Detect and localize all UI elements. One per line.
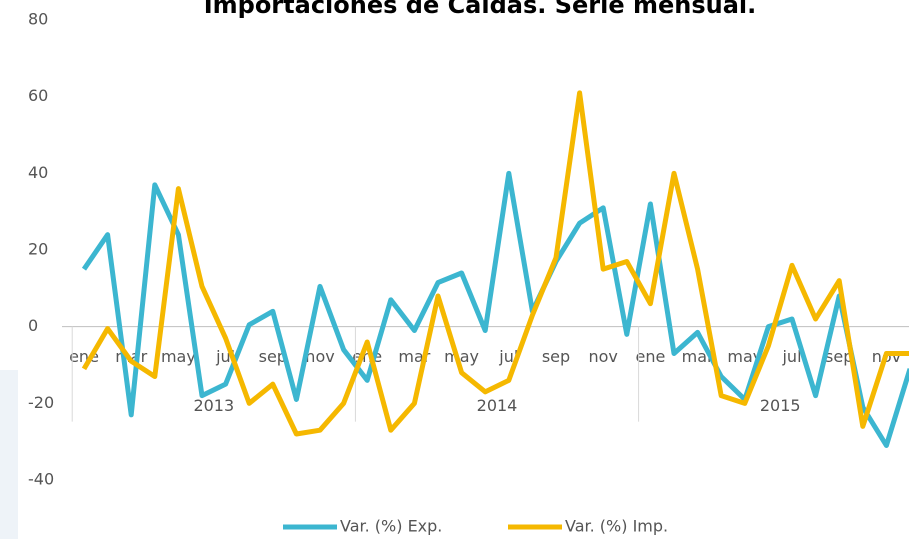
y-tick-label: -40	[28, 470, 54, 489]
legend-label: Var. (%) Exp.	[340, 517, 442, 536]
group-label: 2014	[477, 396, 518, 415]
y-tick-label: 60	[28, 86, 48, 105]
x-tick-label: sep	[542, 347, 570, 366]
x-tick-label: may	[444, 347, 479, 366]
x-tick-label: nov	[588, 347, 617, 366]
x-tick-label: sep	[825, 347, 853, 366]
y-tick-label: -20	[28, 393, 54, 412]
x-tick-label: jul	[781, 347, 801, 366]
group-label: 2013	[193, 396, 234, 415]
y-tick-label: 80	[28, 10, 48, 29]
y-tick-label: 0	[28, 316, 38, 335]
y-tick-label: 20	[28, 240, 48, 259]
x-tick-label: nov	[305, 347, 334, 366]
x-tick-label: sep	[259, 347, 287, 366]
side-panel	[0, 370, 18, 539]
legend-label: Var. (%) Imp.	[565, 517, 668, 536]
x-tick-label: may	[727, 347, 762, 366]
x-tick-label: may	[161, 347, 196, 366]
x-tick-label: ene	[635, 347, 665, 366]
series-line	[81, 90, 909, 437]
chart-title: Importaciones de Caldas. Serie mensual.	[204, 0, 757, 19]
y-tick-label: 40	[28, 163, 48, 182]
group-label: 2015	[760, 396, 801, 415]
